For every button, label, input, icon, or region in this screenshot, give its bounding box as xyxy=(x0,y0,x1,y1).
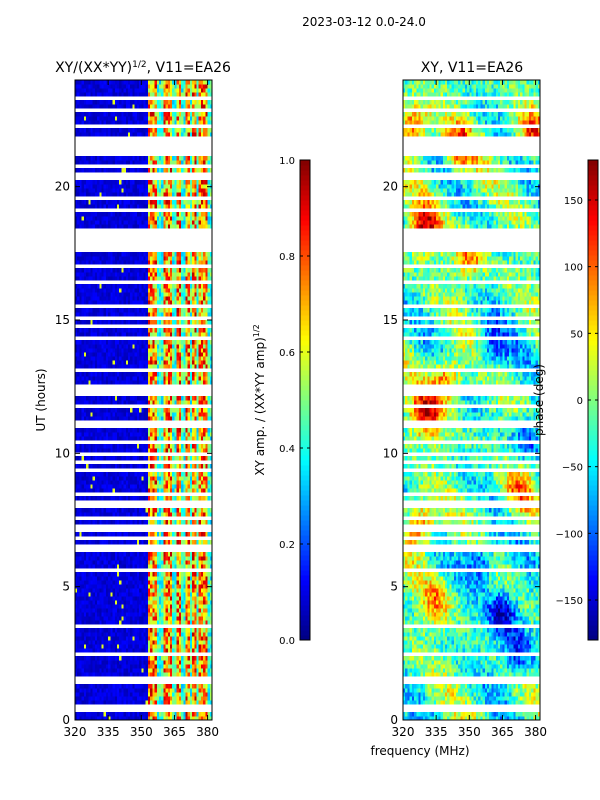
colorbar-tick-label: −100 xyxy=(556,529,583,540)
x-tick-label: 350 xyxy=(458,725,481,739)
colorbar-tick-label: 0.8 xyxy=(279,252,295,263)
phase-colorbar-label: phase (deg) xyxy=(532,364,546,436)
y-tick-label: 20 xyxy=(55,180,70,194)
phase-colorbar: −150 −100 −50 0 50 100 150 phase (deg) xyxy=(532,159,599,641)
x-tick-label: 365 xyxy=(163,725,186,739)
amplitude-heatmap xyxy=(75,80,213,721)
colorbar-tick-label: 0.4 xyxy=(279,444,295,455)
x-tick-label: 350 xyxy=(130,725,153,739)
y-tick-label: 15 xyxy=(55,313,70,327)
amplitude-x-ticks: 320 335 350 365 380 xyxy=(64,80,219,739)
colorbar-tick-label: −50 xyxy=(562,463,583,474)
x-tick-label: 320 xyxy=(64,725,87,739)
phase-y-ticks: 0 5 10 15 20 xyxy=(383,180,540,727)
colorbar-tick-label: 0.0 xyxy=(279,636,295,647)
amplitude-colorbar-frame xyxy=(299,159,311,641)
x-tick-label: 335 xyxy=(97,725,120,739)
y-tick-label: 0 xyxy=(390,713,398,727)
colorbar-tick-label: −150 xyxy=(556,596,583,607)
x-tick-label: 365 xyxy=(491,725,514,739)
y-tick-label: 5 xyxy=(390,580,398,594)
y-tick-label: 20 xyxy=(383,180,398,194)
colorbar-tick-label: 1.0 xyxy=(279,156,295,167)
figure-suptitle: 2023-03-12 0.0-24.0 xyxy=(302,15,426,29)
x-tick-label: 380 xyxy=(196,725,219,739)
x-tick-label: 380 xyxy=(524,725,547,739)
amplitude-colorbar: 0.0 0.2 0.4 0.6 0.8 1.0 XY amp. / (XX*YY amp)… xyxy=(252,156,311,647)
colorbar-tick-label: 50 xyxy=(570,329,583,340)
y-tick-label: 10 xyxy=(55,446,70,460)
x-tick-label: 335 xyxy=(425,725,448,739)
amplitude-ylabel: UT (hours) xyxy=(34,368,48,431)
phase-title: XY, V11=EA26 xyxy=(421,60,523,76)
colorbar-tick-label: 0 xyxy=(577,396,583,407)
colorbar-tick-label: 0.2 xyxy=(279,540,295,551)
amplitude-y-ticks: 0 5 10 15 20 xyxy=(55,180,212,727)
colorbar-tick-label: 100 xyxy=(564,263,583,274)
frequency-xlabel: frequency (MHz) xyxy=(370,744,469,758)
phase-panel: XY, V11=EA26 320 335 350 365 380 0 5 10 15 20 xyxy=(383,60,547,739)
amplitude-colorbar-label: XY amp. / (XX*YY amp)1/2 xyxy=(252,324,267,475)
phase-x-ticks: 320 335 350 365 380 xyxy=(392,80,547,739)
x-tick-label: 320 xyxy=(392,725,415,739)
y-tick-label: 10 xyxy=(383,446,398,460)
y-tick-label: 5 xyxy=(62,580,70,594)
y-tick-label: 0 xyxy=(62,713,70,727)
amplitude-panel: XY/(XX*YY)1/2, V11=EA26 320 335 350 365 380 … xyxy=(34,60,231,739)
amplitude-title: XY/(XX*YY)1/2, V11=EA26 xyxy=(55,60,231,76)
phase-heatmap xyxy=(403,80,541,721)
colorbar-tick-label: 0.6 xyxy=(279,348,295,359)
colorbar-tick-label: 150 xyxy=(564,196,583,207)
amplitude-plot-frame xyxy=(74,79,213,721)
y-tick-label: 15 xyxy=(383,313,398,327)
phase-plot-frame xyxy=(402,79,541,721)
